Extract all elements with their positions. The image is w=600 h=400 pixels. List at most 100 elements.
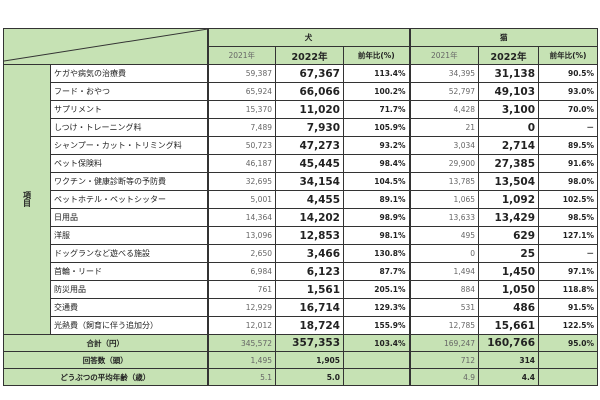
pet-expense-table: 犬 猫 2021年 2022年 前年比(%) 2021年 2022年 前年比(%… [3,28,599,386]
dog-2021-value: 32,695 [206,172,276,191]
dog-ratio-value: 98.1% [342,226,411,245]
group-label-text: 項目 [22,190,32,207]
cat-2021-value: 52,797 [408,82,480,101]
dog-2021-value: 7,489 [206,118,276,137]
cat-ratio-value: 90.5% [538,64,599,83]
responses-cat-2021: 712 [408,351,480,369]
responses-row: 回答数（頭） 1,495 1,905 712 314 [3,351,599,369]
cat-2022-value: 1,450 [478,262,540,281]
cat-2022-value: 27,385 [478,154,540,173]
cat-ratio-value: － [538,244,599,263]
cat-2022-value: 2,714 [478,136,540,155]
item-label: ペット保険料 [50,154,208,173]
dog-ratio-value: 104.5% [342,172,411,191]
table-row: 日用品 14,364 14,202 98.9% 13,633 13,429 98.5% [4,208,599,227]
table-row: 交通費 12,929 16,714 129.3% 531 486 91.5% [4,298,599,317]
responses-cat-2022: 314 [478,351,540,369]
table-row: 首輪・リード 6,984 6,123 87.7% 1,494 1,450 97.1% [4,262,599,281]
dog-2022-value: 45,445 [275,154,344,173]
table-row: ワクチン・健康診断等の予防費 32,695 34,154 104.5% 13,785 13… [4,172,599,191]
age-cat-2022: 4.4 [478,368,540,386]
cat-ratio-value: 91.5% [538,298,599,317]
dog-2022-value: 16,714 [275,298,344,317]
total-label: 合計（円） [3,334,208,352]
dog-2022-value: 11,020 [275,100,344,119]
cat-2021-value: 21 [408,118,480,137]
dog-2022-value: 47,273 [275,136,344,155]
item-label: しつけ・トレーニング料 [50,118,208,137]
item-label: フード・おやつ [50,82,208,101]
dog-2022-value: 3,466 [275,244,344,263]
cat-2022-value: 629 [478,226,540,245]
age-dog-2021: 5.1 [206,368,276,386]
dog-header: 犬 [206,28,411,47]
dog-ratio-value: 71.7% [342,100,411,119]
table-row: サプリメント 15,370 11,020 71.7% 4,428 3,100 70.0% [4,100,599,119]
item-label: ペットホテル・ペットシッター [50,190,208,209]
dog-2021-value: 761 [206,280,276,299]
corner-diagonal-cell [3,28,208,65]
item-label: ケガや病気の治療費 [50,64,208,83]
responses-dog-2022: 1,905 [275,351,344,369]
total-dog-ratio: 103.4% [342,334,411,352]
table-row: しつけ・トレーニング料 7,489 7,930 105.9% 21 0 － [4,118,599,137]
cat-ratio-value: 122.5% [538,316,599,335]
dog-ratio-value: 89.1% [342,190,411,209]
dog-ratio-value: 130.8% [342,244,411,263]
cat-ratio-value: 102.5% [538,190,599,209]
cat-2021-value: 495 [408,226,480,245]
item-label: 防災用品 [50,280,208,299]
cat-2022-header: 2022年 [478,46,540,65]
group-label: 項目 [3,64,51,335]
total-cat-2021: 169,247 [408,334,480,352]
age-label: どうぶつの平均年齢（歳） [3,368,208,386]
total-row: 合計（円） 345,572 357,353 103.4% 169,247 160… [3,334,599,352]
item-label: ドッグランなど遊べる施設 [50,244,208,263]
cat-ratio-header: 前年比(%) [538,46,599,65]
empty-cell [342,351,411,369]
dog-2021-value: 12,012 [206,316,276,335]
table-row: 防災用品 761 1,561 205.1% 884 1,050 118.8% [4,280,599,299]
dog-ratio-value: 98.4% [342,154,411,173]
cat-2021-value: 1,065 [408,190,480,209]
table-row: ペットホテル・ペットシッター 5,001 4,455 89.1% 1,065 1,092 1… [4,190,599,209]
cat-2021-value: 12,785 [408,316,480,335]
dog-2021-value: 59,387 [206,64,276,83]
cat-ratio-value: 98.5% [538,208,599,227]
dog-2022-value: 18,724 [275,316,344,335]
cat-2021-value: 0 [408,244,480,263]
total-cat-ratio: 95.0% [538,334,599,352]
cat-2021-value: 4,428 [408,100,480,119]
dog-ratio-value: 155.9% [342,316,411,335]
item-label: 日用品 [50,208,208,227]
dog-2022-value: 34,154 [275,172,344,191]
dog-2021-value: 50,723 [206,136,276,155]
responses-label: 回答数（頭） [3,351,208,369]
cat-ratio-value: 70.0% [538,100,599,119]
total-cat-2022: 160,766 [478,334,540,352]
age-row: どうぶつの平均年齢（歳） 5.1 5.0 4.9 4.4 [3,368,599,386]
cat-2021-value: 13,633 [408,208,480,227]
table-row: ペット保険料 46,187 45,445 98.4% 29,900 27,385 91.6% [4,154,599,173]
responses-dog-2021: 1,495 [206,351,276,369]
dog-2021-value: 46,187 [206,154,276,173]
item-label: 洋服 [50,226,208,245]
dog-2022-value: 66,066 [275,82,344,101]
cat-2022-value: 25 [478,244,540,263]
cat-ratio-value: 118.8% [538,280,599,299]
dog-2022-header: 2022年 [275,46,344,65]
table-row: フード・おやつ 65,924 66,066 100.2% 52,797 49,103 93.… [4,82,599,101]
dog-ratio-value: 205.1% [342,280,411,299]
item-label: サプリメント [50,100,208,119]
empty-cell [538,368,599,386]
dog-ratio-value: 105.9% [342,118,411,137]
dog-2022-value: 14,202 [275,208,344,227]
empty-cell [538,351,599,369]
age-dog-2022: 5.0 [275,368,344,386]
empty-cell [342,368,411,386]
dog-2021-value: 13,096 [206,226,276,245]
total-dog-2021: 345,572 [206,334,276,352]
dog-2021-value: 65,924 [206,82,276,101]
item-label: シャンプー・カット・トリミング料 [50,136,208,155]
dog-2022-value: 6,123 [275,262,344,281]
